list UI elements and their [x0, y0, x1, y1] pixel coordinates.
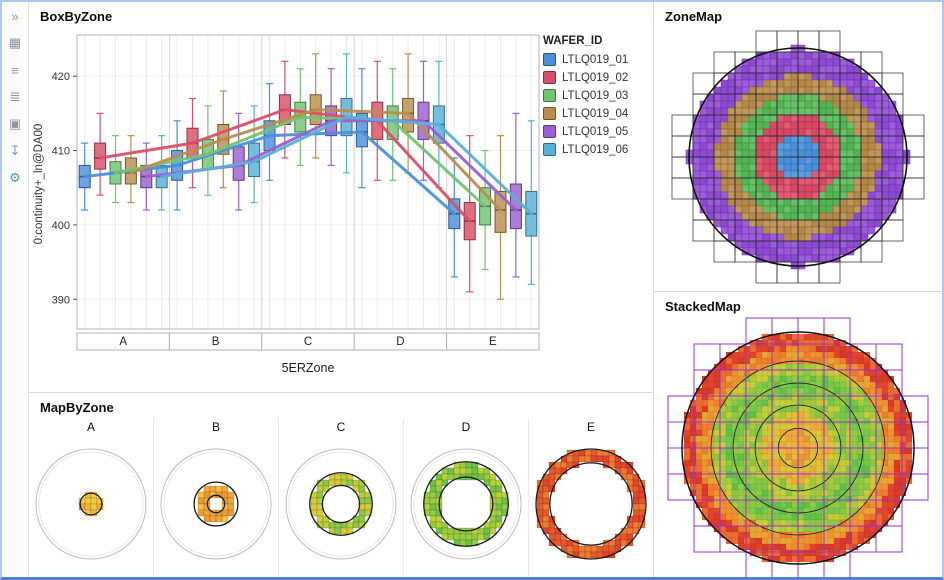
zone-map-chart[interactable] — [654, 27, 942, 290]
column-list-icon[interactable]: ≣ — [9, 89, 21, 104]
svg-text:A: A — [119, 336, 127, 348]
panel-map-by-zone: MapByZone A B C D E — [29, 393, 653, 577]
legend-swatch — [543, 71, 556, 84]
copy-icon[interactable]: ▣ — [8, 116, 22, 131]
svg-text:D: D — [396, 336, 404, 348]
panel-title-map-by-zone: MapByZone — [40, 400, 114, 415]
sidebar: » ▦ ≡ ≣ ▣ ↧ ⚙ — [2, 2, 29, 577]
legend-item[interactable]: LTLQ019_05 — [543, 125, 649, 138]
zone-label: E — [586, 420, 595, 434]
svg-text:420: 420 — [52, 71, 70, 83]
map-by-zone-cell-D[interactable]: D — [403, 418, 528, 576]
svg-text:E: E — [489, 336, 497, 348]
wafer-map-E — [535, 448, 647, 560]
map-by-zone-cell-A[interactable]: A — [29, 418, 153, 576]
map-by-zone-row: A B C D E — [29, 418, 653, 576]
legend-item[interactable]: LTLQ019_03 — [543, 89, 649, 102]
wafer-legend: WAFER_ID LTLQ019_01 LTLQ019_02 LTLQ019_03 L… — [543, 35, 649, 161]
legend-label: LTLQ019_04 — [562, 107, 629, 120]
legend-title: WAFER_ID — [543, 35, 603, 47]
legend-label: LTLQ019_05 — [562, 125, 629, 138]
zone-label: D — [461, 420, 471, 434]
svg-text:410: 410 — [52, 146, 70, 158]
legend-label: LTLQ019_06 — [562, 143, 629, 156]
left-column: BoxByZone 390 400 410 420 A B C D E 5ERZone 0:cont… — [29, 2, 653, 577]
zone-label: B — [211, 420, 220, 434]
legend-item[interactable]: LTLQ019_02 — [543, 71, 649, 84]
dashboard: BoxByZone 390 400 410 420 A B C D E 5ERZone 0:cont… — [29, 2, 942, 577]
panel-zone-map: ZoneMap — [654, 2, 942, 291]
panel-title-stacked-map: StackedMap — [665, 299, 741, 314]
svg-text:B: B — [212, 336, 220, 348]
wafer-map-C — [285, 448, 397, 560]
legend-swatch — [543, 89, 556, 102]
legend-item[interactable]: LTLQ019_04 — [543, 107, 649, 120]
svg-text:0:continuity+_ln@DA00: 0:continuity+_ln@DA00 — [33, 124, 45, 245]
wafer-map-B — [160, 448, 272, 560]
dashboard-grid-icon[interactable]: ▦ — [8, 35, 22, 50]
box-chart-wrap: 390 400 410 420 A B C D E 5ERZone 0:continuity+_ln… — [29, 27, 653, 383]
svg-text:C: C — [304, 336, 312, 348]
map-by-zone-cell-C[interactable]: C — [278, 418, 403, 576]
panel-stacked-map: StackedMap — [654, 292, 942, 577]
panel-title-box-by-zone: BoxByZone — [40, 9, 113, 24]
box-plot-chart[interactable]: 390 400 410 420 A B C D E 5ERZone 0:continuity+_ln… — [29, 27, 651, 383]
stacked-map-chart[interactable] — [654, 317, 942, 577]
legend-item[interactable]: LTLQ019_01 — [543, 53, 649, 66]
zone-label: A — [86, 420, 95, 434]
legend-swatch — [543, 53, 556, 66]
panel-box-by-zone: BoxByZone 390 400 410 420 A B C D E 5ERZone 0:cont… — [29, 2, 653, 392]
expand-panel-icon[interactable]: » — [11, 8, 19, 24]
zone-label: C — [336, 420, 346, 434]
filter-sliders-icon[interactable]: ≡ — [11, 62, 19, 78]
export-download-icon[interactable]: ↧ — [9, 143, 21, 158]
legend-item[interactable]: LTLQ019_06 — [543, 143, 649, 156]
legend-swatch — [543, 125, 556, 138]
map-by-zone-cell-E[interactable]: E — [528, 418, 653, 576]
svg-text:390: 390 — [52, 294, 70, 306]
legend-items: LTLQ019_01 LTLQ019_02 LTLQ019_03 LTLQ019_04… — [543, 53, 649, 156]
settings-gear-icon[interactable]: ⚙ — [9, 170, 21, 185]
svg-text:5ERZone: 5ERZone — [282, 361, 335, 375]
panel-title-zone-map: ZoneMap — [665, 9, 723, 24]
legend-swatch — [543, 143, 556, 156]
legend-label: LTLQ019_02 — [562, 71, 629, 84]
legend-label: LTLQ019_03 — [562, 89, 629, 102]
wafer-map-A — [35, 448, 147, 560]
map-by-zone-cell-B[interactable]: B — [153, 418, 278, 576]
legend-swatch — [543, 107, 556, 120]
legend-label: LTLQ019_01 — [562, 53, 629, 66]
wafer-map-D — [410, 448, 522, 560]
right-column: ZoneMap StackedMap — [654, 2, 942, 577]
svg-text:400: 400 — [52, 220, 70, 232]
